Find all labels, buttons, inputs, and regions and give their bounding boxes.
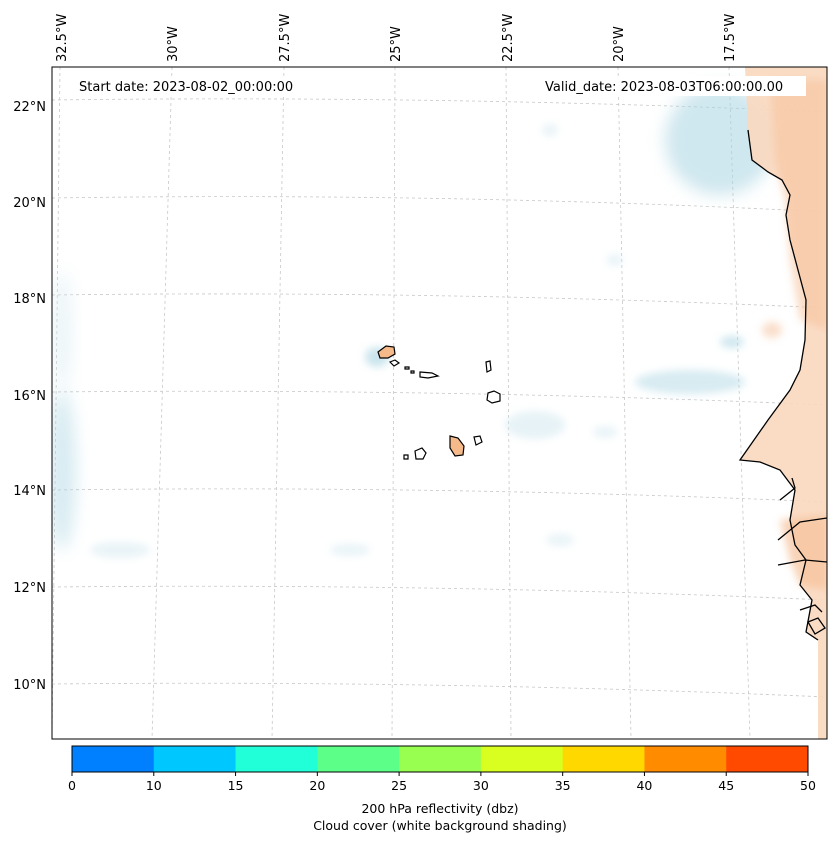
- map-frame: [51, 66, 828, 740]
- colorbar-segment: [726, 746, 809, 772]
- lon-label: 25°W: [389, 26, 404, 62]
- colorbar-tick-label: 40: [636, 778, 652, 793]
- cloud-shading: [52, 85, 782, 558]
- colorbar-subtitle: Cloud cover (white background shading): [313, 818, 567, 833]
- colorbar-tick-label: 25: [391, 778, 407, 793]
- colorbar-segment: [235, 746, 318, 772]
- colorbar-tick-label: 10: [146, 778, 162, 793]
- africa-landmass: [738, 67, 827, 739]
- longitude-labels: 32.5°W 30°W 27.5°W 25°W 22.5°W 20°W 17.5…: [55, 14, 738, 62]
- lon-label: 22.5°W: [501, 14, 516, 62]
- lon-label: 30°W: [166, 26, 181, 62]
- lon-label: 27.5°W: [278, 14, 293, 62]
- lon-label: 32.5°W: [55, 14, 70, 62]
- latitude-labels: 22°N 20°N 18°N 16°N 14°N 12°N 10°N: [13, 100, 46, 693]
- lat-label: 12°N: [13, 581, 46, 596]
- lat-label: 14°N: [13, 484, 46, 499]
- colorbar-segment: [153, 746, 237, 772]
- lat-label: 18°N: [13, 292, 46, 307]
- cabo-verde-islands: [377, 345, 501, 460]
- colorbar-segment: [562, 746, 645, 772]
- lat-label: 10°N: [13, 678, 46, 693]
- colorbar-tick-label: 50: [800, 778, 816, 793]
- lon-label: 17.5°W: [723, 14, 738, 62]
- colorbar-tick-label: 35: [555, 778, 571, 793]
- lat-label: 16°N: [13, 389, 46, 404]
- colorbar-tick-label: 45: [718, 778, 734, 793]
- colorbar-frame: [71, 745, 809, 773]
- colorbar-ticks: 0 10 15 20 25 30 35 40 45 50: [68, 772, 816, 793]
- valid-date-label: Valid_date: 2023-08-03T06:00:00.00: [545, 80, 783, 95]
- colorbar-segment: [317, 746, 400, 772]
- colorbar-title: 200 hPa reflectivity (dbz): [361, 801, 518, 816]
- colorbar: [71, 745, 809, 773]
- lat-label: 22°N: [13, 100, 46, 115]
- colorbar-tick-label: 15: [228, 778, 244, 793]
- colorbar-segment: [399, 746, 482, 772]
- lon-label: 20°W: [612, 26, 627, 62]
- colorbar-segment: [480, 746, 564, 772]
- colorbar-tick-label: 20: [309, 778, 325, 793]
- map-panel: [52, 67, 827, 739]
- colorbar-tick-label: 0: [68, 778, 76, 793]
- colorbar-segment: [72, 746, 155, 772]
- lat-label: 20°N: [13, 196, 46, 211]
- start-date-label: Start date: 2023-08-02_00:00:00: [79, 80, 293, 95]
- colorbar-tick-label: 30: [473, 778, 489, 793]
- colorbar-segment: [644, 746, 727, 772]
